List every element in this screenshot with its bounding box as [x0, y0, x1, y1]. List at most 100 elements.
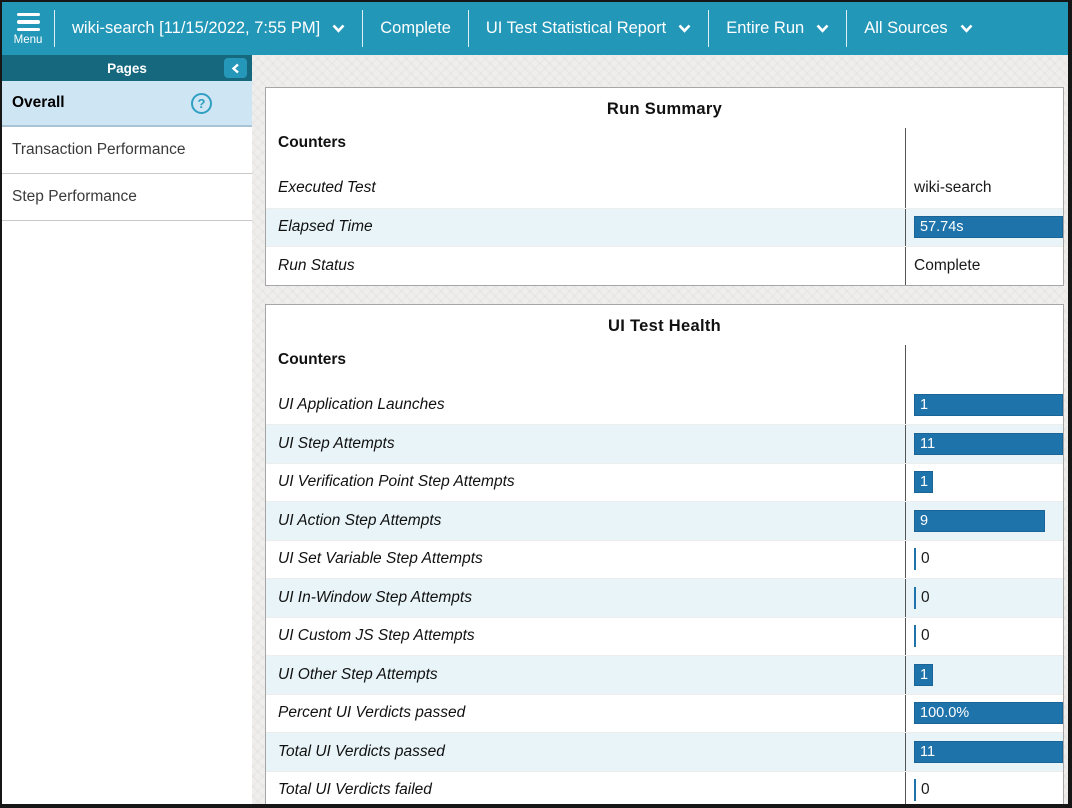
counter-value: wiki-search	[914, 179, 992, 197]
counter-row: Executed Test wiki-search	[266, 169, 1063, 208]
chevron-left-icon	[231, 63, 239, 73]
zero-value-bar	[914, 779, 916, 802]
counter-row: UI Action Step Attempts 9	[266, 501, 1063, 540]
counter-value: 9	[920, 512, 929, 529]
counter-value-cell: 0	[905, 540, 1063, 578]
counter-label: UI Other Step Attempts	[278, 665, 438, 683]
counter-label: Total UI Verdicts failed	[278, 781, 432, 799]
topbar-divider	[846, 10, 848, 47]
sidebar-title: Pages	[107, 60, 147, 76]
run-status-label: Complete	[380, 19, 451, 37]
sidebar-collapse-button[interactable]	[224, 58, 247, 78]
counter-label: Total UI Verdicts passed	[278, 742, 445, 760]
hamburger-icon	[16, 12, 40, 32]
counter-row: UI Set Variable Step Attempts 0	[266, 539, 1063, 578]
value-bar: 1	[914, 393, 1063, 416]
scope-label: Entire Run	[726, 19, 805, 37]
zero-value-bar	[914, 548, 916, 571]
counter-value-cell: 1	[905, 463, 1063, 501]
chevron-down-icon	[332, 24, 345, 33]
topbar-divider	[467, 10, 469, 47]
scope-dropdown[interactable]: Entire Run	[709, 2, 846, 55]
sources-label: All Sources	[864, 19, 948, 37]
value-bar: 9	[914, 509, 1046, 532]
counter-value: 0	[921, 588, 930, 606]
table-spacer	[266, 158, 1063, 169]
counter-value: 11	[920, 435, 936, 452]
counter-value-cell: 11	[905, 733, 1063, 771]
topbar: Menu wiki-search [11/15/2022, 7:55 PM] C…	[2, 2, 1068, 55]
counter-label: Executed Test	[278, 179, 376, 197]
counter-label: UI Step Attempts	[278, 434, 395, 452]
counters-header-row: Counters	[266, 344, 1063, 375]
menu-button[interactable]: Menu	[2, 2, 54, 55]
ui-test-health-title: UI Test Health	[608, 316, 721, 335]
counter-row: UI Application Launches 1	[266, 385, 1063, 424]
counter-value-cell: 1	[905, 656, 1063, 694]
counters-header-value-cell	[905, 344, 1063, 375]
run-summary-rows: Executed Test wiki-search Elapsed Time 57.7…	[266, 169, 1063, 285]
counter-value: 0	[921, 550, 930, 568]
counter-row: Total UI Verdicts passed 11	[266, 732, 1063, 771]
value-bar: 100.0%	[914, 702, 1063, 725]
report-type-dropdown[interactable]: UI Test Statistical Report	[469, 2, 708, 55]
value-bar: 1	[914, 471, 934, 494]
sources-dropdown[interactable]: All Sources	[847, 2, 989, 55]
counter-label: Percent UI Verdicts passed	[278, 704, 466, 722]
report-content: Run Summary Counters Executed Test wiki-s…	[252, 55, 1068, 804]
sidebar: Pages Overall? Transaction Performance Ste…	[2, 55, 252, 804]
topbar-divider	[362, 10, 364, 47]
counters-header-label: Counters	[278, 350, 347, 368]
run-status-badge: Complete	[363, 2, 468, 55]
counter-value: 0	[921, 781, 930, 799]
counter-row: UI Step Attempts 11	[266, 424, 1063, 463]
topbar-divider	[54, 10, 55, 47]
counter-label: UI Action Step Attempts	[278, 511, 442, 529]
counter-label: Run Status	[278, 256, 355, 274]
run-summary-card: Run Summary Counters Executed Test wiki-s…	[265, 87, 1064, 286]
counter-value: 1	[920, 666, 929, 683]
sidebar-item-overall[interactable]: Overall?	[2, 81, 252, 127]
counter-value-cell: wiki-search	[905, 169, 1063, 208]
value-bar: 11	[914, 740, 1063, 763]
chevron-down-icon	[678, 24, 691, 33]
counter-value-cell: 11	[905, 425, 1063, 463]
counter-row: UI In-Window Step Attempts 0	[266, 578, 1063, 617]
counter-value-cell: 9	[905, 502, 1063, 540]
sidebar-item-transaction-performance[interactable]: Transaction Performance	[2, 127, 252, 174]
counter-row: Total UI Verdicts failed 0	[266, 770, 1063, 804]
run-summary-title: Run Summary	[606, 100, 723, 118]
help-icon[interactable]: ?	[191, 92, 212, 114]
sidebar-item-step-performance[interactable]: Step Performance	[2, 174, 252, 221]
run-selector-dropdown[interactable]: wiki-search [11/15/2022, 7:55 PM]	[55, 2, 362, 55]
topbar-divider	[708, 10, 710, 47]
counter-label: UI Set Variable Step Attempts	[278, 550, 483, 568]
counter-row: UI Custom JS Step Attempts 0	[266, 616, 1063, 655]
chevron-down-icon	[960, 24, 973, 33]
counter-value: Complete	[914, 256, 981, 274]
counters-header-label: Counters	[278, 134, 347, 151]
counter-label: UI Custom JS Step Attempts	[278, 627, 475, 645]
counter-label: UI Application Launches	[278, 395, 445, 413]
value-bar: 11	[914, 432, 1063, 455]
sidebar-nav: Overall? Transaction Performance Step Perf…	[2, 81, 252, 221]
counter-label: UI In-Window Step Attempts	[278, 588, 472, 606]
ui-test-health-rows: UI Application Launches 1 UI Step Attempts…	[266, 385, 1063, 804]
counter-value-cell: Complete	[905, 247, 1063, 285]
report-type-label: UI Test Statistical Report	[485, 19, 667, 37]
counter-value-cell: 0	[905, 771, 1063, 804]
counters-header-row: Counters	[266, 128, 1063, 158]
counter-row: Run Status Complete	[266, 246, 1063, 285]
counter-value: 57.74s	[920, 219, 964, 236]
menu-label: Menu	[13, 34, 43, 47]
sidebar-item-label: Transaction Performance	[12, 141, 186, 158]
counter-value-cell: 0	[905, 617, 1063, 655]
table-spacer	[266, 374, 1063, 386]
counter-value: 11	[920, 743, 936, 760]
counter-row: Elapsed Time 57.74s	[266, 207, 1063, 246]
ui-test-health-card: UI Test Health Counters UI Application L…	[265, 303, 1064, 804]
counter-label: Elapsed Time	[278, 218, 373, 236]
counter-value-cell: 0	[905, 579, 1063, 617]
counter-value: 100.0%	[920, 705, 970, 722]
sidebar-item-label: Overall	[12, 94, 65, 111]
